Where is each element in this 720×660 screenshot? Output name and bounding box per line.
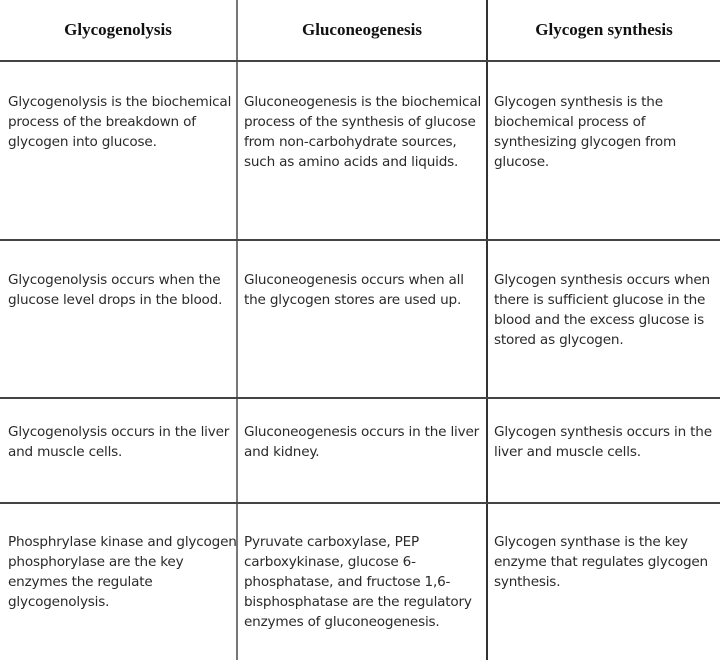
table-cell: Glycogenolysis occurs in the liver and m… [8, 424, 230, 460]
row-divider [0, 239, 720, 241]
table-cell: Glycogen synthase is the key enzyme that… [494, 534, 708, 590]
table-cell: Gluconeogenesis is the biochemical proce… [244, 94, 482, 170]
table-cell: Glycogen synthesis occurs when there is … [494, 272, 710, 348]
table-cell: Glycogen synthesis is the biochemical pr… [494, 94, 676, 170]
row-divider [0, 60, 720, 62]
column-divider [486, 0, 488, 660]
table-cell: Gluconeogenesis occurs when all the glyc… [244, 272, 464, 308]
header-glycogenolysis: Glycogenolysis [64, 20, 172, 39]
table-cell: Glycogen synthesis occurs in the liver a… [494, 424, 712, 460]
header-gluconeogenesis: Gluconeogenesis [302, 20, 422, 39]
table-cell: Phosphrylase kinase and glycogen phospho… [8, 534, 237, 610]
table-cell: Glycogenolysis occurs when the glucose l… [8, 272, 223, 308]
table-cell: Pyruvate carboxylase, PEP carboxykinase,… [244, 534, 472, 630]
table-cell: Glycogenolysis is the biochemical proces… [8, 94, 232, 150]
row-divider [0, 397, 720, 399]
column-divider [236, 0, 238, 660]
table-cell: Gluconeogenesis occurs in the liver and … [244, 424, 480, 460]
row-divider [0, 502, 720, 504]
header-glycogen-synthesis: Glycogen synthesis [535, 20, 673, 39]
